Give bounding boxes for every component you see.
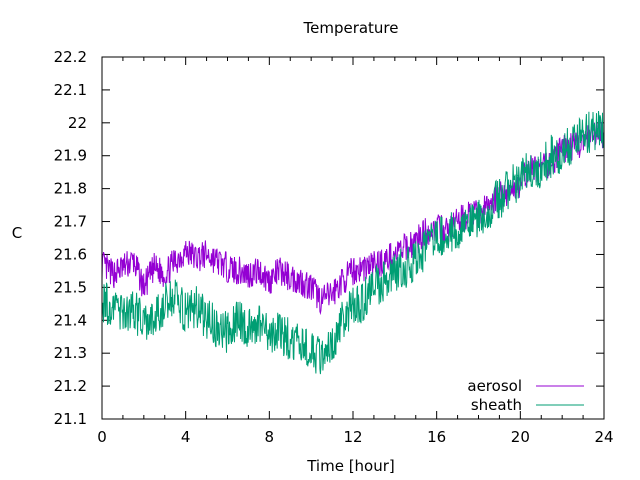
legend-label-sheath: sheath (471, 396, 522, 414)
y-tick-label: 21.2 (54, 377, 87, 395)
x-tick-label: 24 (594, 428, 613, 446)
x-tick-label: 12 (343, 428, 362, 446)
x-tick-label: 8 (265, 428, 275, 446)
x-tick-label: 16 (427, 428, 446, 446)
y-tick-label: 21.6 (54, 245, 87, 263)
y-tick-label: 21.8 (54, 180, 87, 198)
y-tick-label: 21.1 (54, 410, 87, 428)
y-tick-label: 21.5 (54, 278, 87, 296)
x-tick-label: 0 (97, 428, 107, 446)
legend-label-aerosol: aerosol (467, 377, 522, 395)
y-tick-label: 21.7 (54, 213, 87, 231)
series-line-sheath (101, 110, 605, 375)
y-tick-label: 21.3 (54, 344, 87, 362)
plot-lines (101, 110, 605, 375)
y-tick-label: 21.4 (54, 311, 87, 329)
plot-frame (101, 56, 605, 420)
chart-title: Temperature (302, 19, 398, 37)
x-tick-label: 20 (511, 428, 530, 446)
x-axis-label: Time [hour] (306, 457, 395, 475)
axis-ticks: 0 4 8 12 16 20 24 21.1 21.2 21.3 21.4 21.5 21.6 21.7 2… (54, 48, 614, 446)
x-tick-label: 4 (181, 428, 191, 446)
y-tick-label: 22.2 (54, 48, 87, 66)
y-tick-label: 22.1 (54, 81, 87, 99)
y-tick-label: 21.9 (54, 147, 87, 165)
y-tick-label: 22 (68, 114, 87, 132)
y-axis-label: C (12, 224, 22, 242)
